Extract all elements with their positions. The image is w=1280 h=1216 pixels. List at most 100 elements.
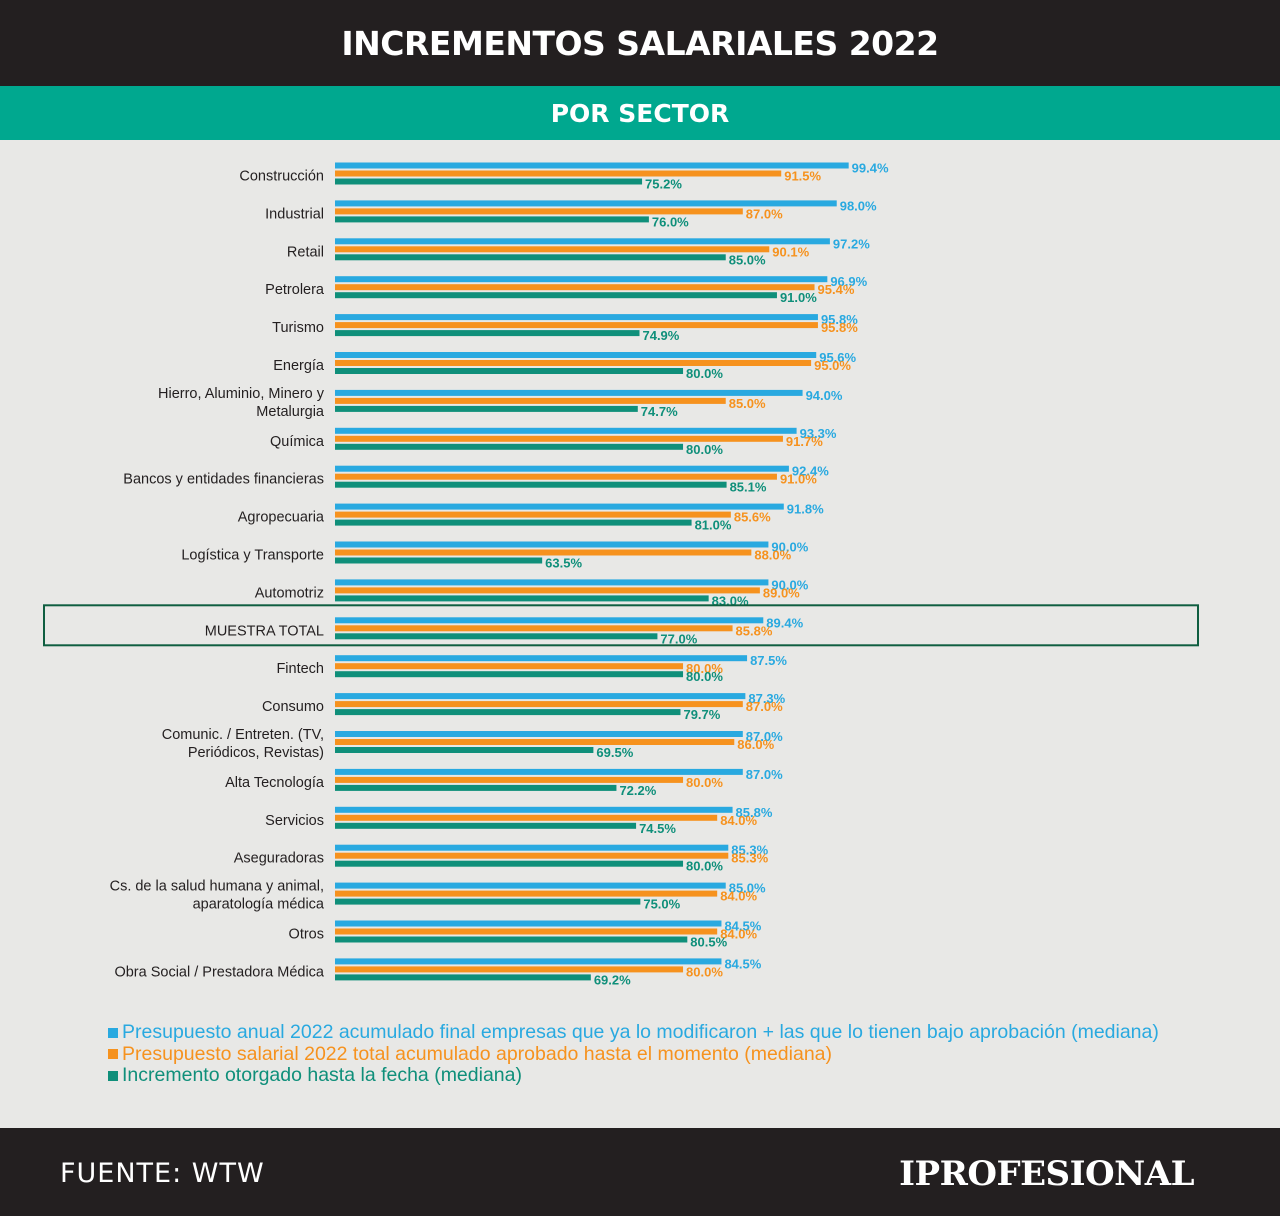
value-label-granted-cat-0: 75.2% [645,177,682,192]
category-label-cat-10: Logística y Transporte [181,548,324,564]
value-label-granted-cat-9: 81.0% [695,518,732,533]
value-label-budget-cat-21: 84.5% [724,956,761,971]
bar-granted-cat-12 [335,633,658,640]
bar-budget-cat-18 [335,844,729,851]
category-label-cat-2: Retail [287,244,324,260]
bar-chart: Construcción 99.4% 91.5% 75.2% Industrial 98.… [43,161,1199,987]
value-label-budget-cat-7: 93.3% [800,426,837,441]
bar-budget-cat-8 [335,465,789,472]
bar-approved-cat-6 [335,397,726,404]
category-label-cat-1: Industrial [265,206,324,222]
value-label-budget-cat-12: 89.4% [766,615,803,630]
value-label-granted-cat-2: 85.0% [729,252,766,267]
category-label-cat-21: Obra Social / Prestadora Médica [114,964,324,980]
bar-approved-cat-15 [335,739,735,745]
value-label-granted-cat-10: 63.5% [545,556,582,571]
value-label-approved-cat-13: 80.0% [686,661,723,676]
legend-item-budget: Presupuesto anual 2022 acumulado final e… [108,1021,1159,1044]
value-label-budget-cat-1: 98.0% [840,198,877,213]
bar-approved-cat-18 [335,852,729,859]
bar-budget-cat-7 [335,427,797,434]
bar-approved-cat-21 [335,966,684,973]
bar-budget-cat-13 [335,655,748,662]
value-label-approved-cat-6: 85.0% [729,396,766,411]
bar-granted-cat-21 [335,974,591,981]
value-label-approved-cat-4: 95.8% [821,320,858,335]
bar-granted-cat-16 [335,784,617,791]
bar-granted-cat-19 [335,898,641,905]
legend-item-approved: Presupuesto salarial 2022 total acumulad… [108,1043,1159,1066]
value-label-granted-cat-1: 76.0% [652,214,689,229]
value-label-budget-cat-6: 94.0% [806,388,843,403]
bar-granted-cat-7 [335,443,684,450]
category-label-cat-14: Consumo [262,699,324,715]
bar-budget-cat-5 [335,352,817,358]
value-label-granted-cat-14: 79.7% [683,707,720,722]
bar-budget-cat-1 [335,200,837,207]
value-label-budget-cat-18: 85.3% [731,843,768,858]
bar-granted-cat-9 [335,519,692,526]
value-label-budget-cat-17: 85.8% [736,805,773,820]
bar-budget-cat-19 [335,882,726,889]
bar-granted-cat-1 [335,216,649,223]
category-label-cat-7: Química [270,434,325,450]
value-label-approved-cat-20: 84.0% [720,927,757,942]
bar-approved-cat-4 [335,322,818,329]
bar-approved-cat-9 [335,511,731,518]
value-label-approved-cat-8: 91.0% [780,472,817,487]
value-label-approved-cat-12: 85.8% [736,623,773,638]
value-label-approved-cat-18: 85.3% [731,851,768,866]
category-label-cat-0: Construcción [239,169,324,185]
bar-budget-cat-0 [335,162,849,169]
bar-budget-cat-9 [335,503,784,510]
bar-budget-cat-14 [335,693,746,700]
value-label-budget-cat-13: 87.5% [750,653,787,668]
value-label-granted-cat-15: 69.5% [596,745,633,760]
bar-approved-cat-17 [335,814,718,821]
value-label-granted-cat-13: 80.0% [686,669,723,684]
category-label-cat-6: Hierro, Aluminio, Minero y Metalurgia [158,386,325,420]
value-label-budget-cat-9: 91.8% [787,502,824,517]
value-label-approved-cat-1: 87.0% [746,206,783,221]
category-label-cat-4: Turismo [272,320,324,336]
brand-logo: IPROFESIONAL [899,1154,1194,1194]
bar-granted-cat-13 [335,671,684,678]
category-label-cat-13: Fintech [276,661,324,677]
value-label-approved-cat-10: 88.0% [754,548,791,563]
bar-approved-cat-13 [335,663,684,670]
value-label-approved-cat-21: 80.0% [686,964,723,979]
bar-granted-cat-6 [335,405,638,412]
bar-approved-cat-19 [335,890,718,897]
value-label-granted-cat-8: 85.1% [730,480,767,495]
category-label-cat-8: Bancos y entidades financieras [123,472,324,488]
value-label-granted-cat-6: 74.7% [641,404,678,419]
bar-granted-cat-15 [335,747,594,753]
footer: FUENTE: WTW IPROFESIONAL [0,1128,1280,1216]
value-label-approved-cat-3: 95.4% [818,282,855,297]
category-label-cat-5: Energía [273,358,325,374]
bar-budget-cat-3 [335,276,828,283]
bar-granted-cat-14 [335,709,681,716]
bar-granted-cat-0 [335,178,643,185]
value-label-budget-cat-19: 85.0% [729,881,766,896]
legend-item-granted: Incremento otorgado hasta la fecha (medi… [108,1064,1159,1087]
legend-swatch-budget [108,1027,118,1038]
value-label-budget-cat-14: 87.3% [748,691,785,706]
legend-swatch-approved [108,1049,118,1060]
bar-approved-cat-8 [335,473,777,480]
category-label-cat-11: Automotriz [255,585,324,601]
category-label-cat-18: Aseguradoras [234,851,324,867]
source-note: FUENTE: WTW [60,1158,265,1189]
bar-granted-cat-5 [335,368,684,374]
category-label-cat-12: MUESTRA TOTAL [205,623,324,639]
value-label-approved-cat-7: 91.7% [786,434,823,449]
bar-budget-cat-12 [335,617,764,624]
bar-budget-cat-17 [335,806,733,813]
bar-granted-cat-18 [335,860,684,867]
value-label-granted-cat-18: 80.0% [686,859,723,874]
legend-label-granted: Incremento otorgado hasta la fecha (medi… [122,1064,522,1086]
bar-approved-cat-14 [335,701,743,708]
bar-budget-cat-21 [335,958,722,965]
category-label-cat-20: Otros [289,927,324,943]
value-label-approved-cat-15: 86.0% [737,737,774,752]
